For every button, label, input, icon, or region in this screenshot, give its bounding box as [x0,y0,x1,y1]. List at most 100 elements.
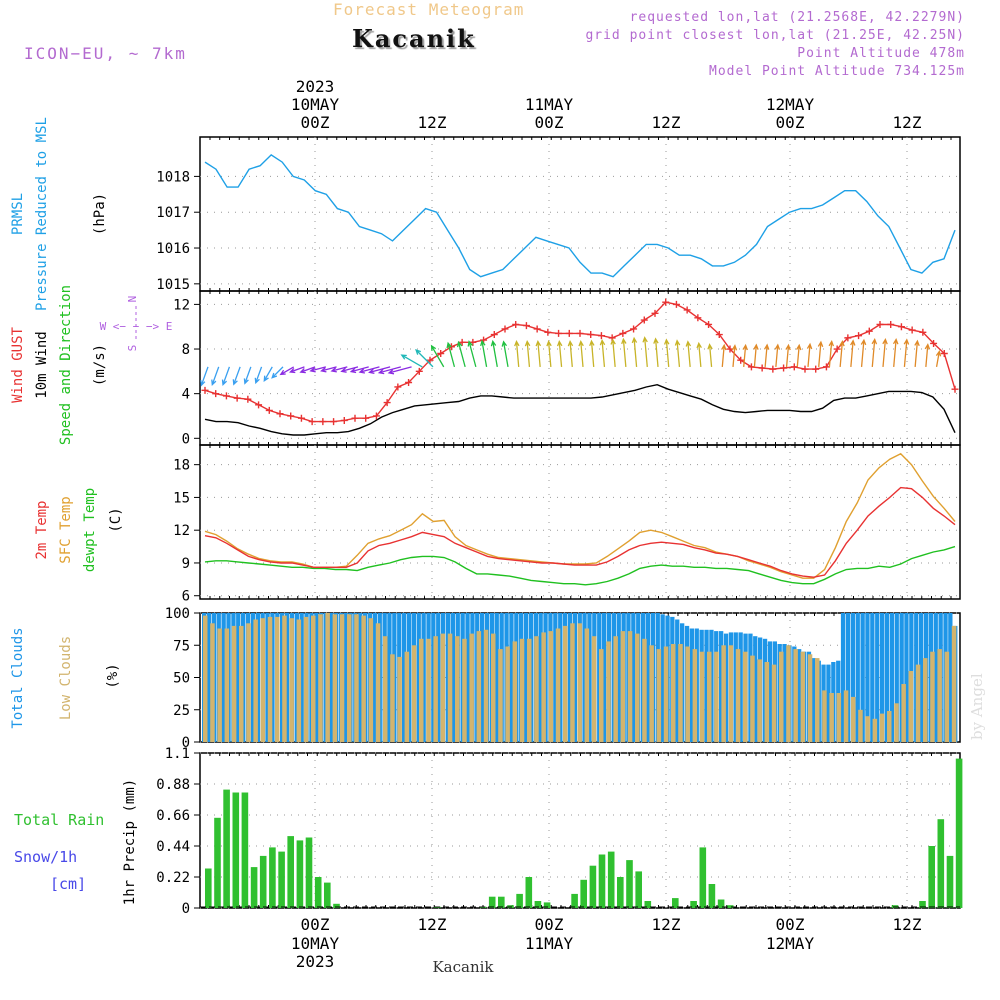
gust-marker [737,356,745,364]
low-cloud-bar [483,629,489,742]
location-name: Kacanik [352,24,476,53]
low-cloud-bar [433,636,438,742]
y-tick-label: 1017 [156,205,190,221]
precip-bar [726,905,734,908]
total-cloud-bar [572,613,577,742]
precip-bar [205,868,212,908]
y-tick-label: 18 [173,458,190,474]
wind-direction-arrow [774,343,781,367]
precip-bar [626,860,633,908]
top-year-label: 2023 [296,77,335,96]
gust-marker [715,331,723,339]
legend-snow: Snow/1h [14,848,77,866]
low-cloud-bar [347,614,352,742]
watermark: by Angel [968,673,986,740]
total-cloud-bar [387,613,392,742]
total-cloud-bar [616,613,621,742]
low-cloud-bar [311,615,316,742]
low-cloud-bar [757,659,762,742]
low-cloud-bar [728,645,734,743]
total-cloud-bar [704,629,709,742]
low-cloud-bar [764,662,770,742]
wind-direction-arrow [850,339,856,367]
wind-direction-arrow [501,340,509,367]
precip-bar [717,899,725,908]
low-cloud-bar [375,623,381,742]
total-cloud-bar [436,613,441,742]
gust-marker [319,418,327,426]
precip-bar [690,901,697,908]
total-cloud-bar [889,613,894,742]
low-cloud-bar [469,633,474,742]
y-axis-label-wind: (m/s) [92,344,108,386]
wind-direction-arrow [480,339,488,367]
gust-marker [876,320,884,328]
gust-marker [212,390,220,398]
gust-marker [908,326,916,334]
grid-point-coords: grid point closest lon,lat (21.25E, 42.2… [585,28,965,43]
gust-marker [587,331,595,339]
low-cloud-bar [303,616,309,742]
wind-direction-arrow [387,366,412,375]
low-cloud-bar [635,633,640,742]
low-cloud-bar [383,636,388,742]
precip-bar [250,867,258,908]
y-tick-label: 25 [173,703,190,719]
gust-marker [340,416,348,424]
wind-direction-arrow [377,366,402,375]
total-cloud-bar [660,614,665,742]
low-cloud-bar [915,664,921,742]
low-cloud-bar [217,628,222,742]
wind-direction-arrow [358,366,380,374]
gust-marker [769,365,777,373]
low-cloud-bar [937,649,942,742]
y-tick-label: 0.22 [156,870,190,886]
low-cloud-bar [822,690,827,742]
total-cloud-bar [402,613,407,742]
precip-bar [259,855,267,908]
total-cloud-bar [494,613,499,742]
low-cloud-bar [901,684,906,742]
y-axis-label-precip: 1hr Precip (mm) [122,779,138,905]
total-cloud-bar [221,613,226,742]
wind-direction-arrow [707,343,713,367]
precip-bar [635,871,642,908]
bottom-day-label: 12MAY [766,934,815,953]
total-cloud-bar [826,664,831,742]
gust-marker [255,401,263,409]
total-cloud-bar [733,632,738,742]
low-cloud-bar [750,655,755,742]
wind-direction-arrow [871,338,878,367]
precip-bar [232,792,240,908]
y-tick-label: 8 [182,342,190,358]
gust-marker [930,339,938,347]
dewpoint-line [204,545,956,586]
low-cloud-bar [577,623,582,742]
gust-marker [351,414,359,422]
low-cloud-bar [512,641,518,742]
top-day-label: 11MAY [525,95,574,114]
bottom-hour-label: 12Z [652,915,681,934]
low-cloud-bar [570,623,575,742]
wind-direction-arrow [556,340,563,367]
legend-snow-unit: [cm] [50,875,86,893]
temp-2m-line [204,486,956,578]
low-cloud-bar [829,693,834,742]
precip-bar [214,817,221,908]
top-day-label: 12MAY [766,95,815,114]
low-cloud-bar [584,628,590,742]
gust-marker [287,412,295,420]
bottom-year-label: 2023 [296,952,335,971]
panel-1 [199,136,961,292]
y-axis-label-clouds: (%) [105,663,121,688]
gust-marker [522,322,530,330]
precip-bar [324,882,331,908]
total-cloud-bar [948,613,953,742]
point-altitude: Point Altitude 478m [797,46,965,61]
precip-bar [937,819,945,908]
gust-marker [383,399,391,407]
bottom-day-label: 10MAY [291,934,340,953]
y-tick-label: 15 [173,490,190,506]
wind-direction-arrow [546,340,552,367]
